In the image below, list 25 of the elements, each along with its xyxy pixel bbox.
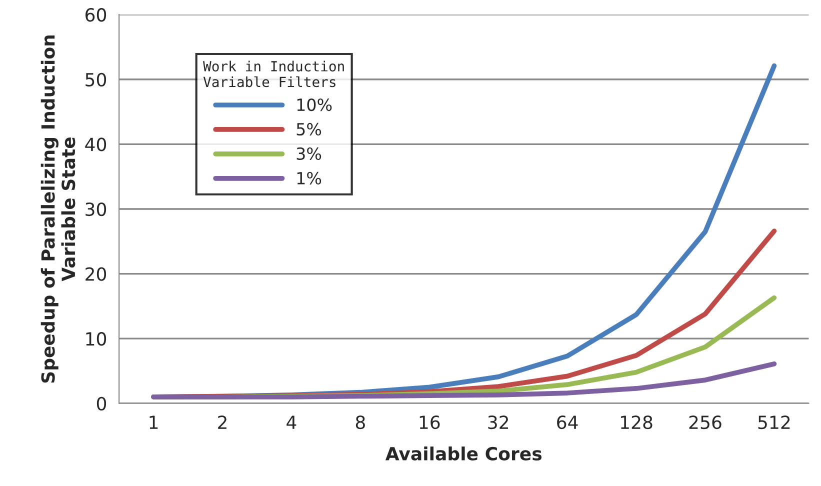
legend-title: Work in Induction Variable Filters <box>203 60 344 88</box>
y-tick-label: 20 <box>86 267 106 281</box>
x-tick-label: 16 <box>420 416 440 430</box>
y-tick-label: 0 <box>96 396 106 410</box>
x-tick-label: 512 <box>758 416 790 430</box>
x-tick-label: 1 <box>150 416 158 429</box>
y-tick-label: 40 <box>85 138 106 152</box>
x-axis-title: Available Cores <box>385 446 542 461</box>
x-tick-label: 256 <box>689 416 722 430</box>
y-tick-label: 50 <box>86 72 106 86</box>
y-tick-label: 30 <box>86 202 106 216</box>
legend-label: 1% <box>297 172 322 184</box>
legend-label: 3% <box>296 147 322 160</box>
line-series <box>151 361 777 400</box>
y-tick-label: 60 <box>86 8 106 22</box>
x-tick-label: 128 <box>621 416 652 430</box>
x-tick-label: 64 <box>557 416 578 430</box>
y-tick-label: 10 <box>86 332 106 346</box>
legend-label: 10% <box>297 98 332 112</box>
x-tick-label: 32 <box>488 416 508 430</box>
x-tick-label: 4 <box>286 416 296 429</box>
y-axis-title: Speedup of Parallelizing Induction Variable State <box>40 35 76 383</box>
x-tick-label: 2 <box>218 416 226 429</box>
legend-label: 5% <box>296 122 322 136</box>
x-tick-label: 8 <box>356 416 365 430</box>
